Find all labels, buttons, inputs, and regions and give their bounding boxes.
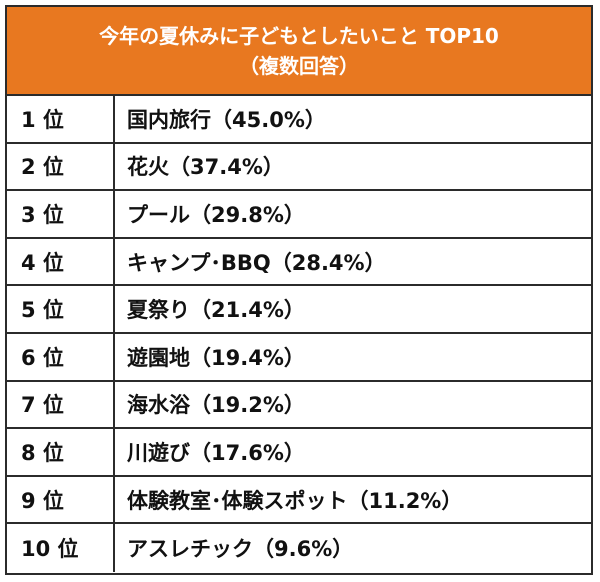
table-row: 1 位 国内旅行（45.0%） (7, 96, 591, 144)
item-cell: 海水浴（19.2%） (127, 393, 305, 418)
table-row: 4 位 キャンプ･BBQ（28.4%） (7, 238, 591, 287)
item-cell: 体験教室･体験スポット（11.2%） (127, 488, 463, 513)
item-cell: 川遊び（17.6%） (127, 440, 305, 465)
rank-cell: 6 位 (7, 333, 115, 380)
item-cell: 遊園地（19.4%） (127, 345, 305, 370)
table-row: 8 位 川遊び（17.6%） (7, 429, 591, 477)
table-row: 3 位 プール（29.8%） (7, 191, 591, 239)
rank-cell: 4 位 (7, 238, 115, 285)
table-row: 10 位 アスレチック（9.6%） (7, 524, 591, 572)
item-cell: キャンプ･BBQ（28.4%） (127, 250, 386, 275)
item-cell: アスレチック（9.6%） (127, 537, 354, 562)
rank-cell: 3 位 (7, 191, 115, 237)
table-row: 7 位 海水浴（19.2%） (7, 381, 591, 430)
table-row: 6 位 遊園地（19.4%） (7, 333, 591, 382)
rank-cell: 9 位 (7, 476, 115, 523)
rank-cell: 10 位 (7, 524, 115, 572)
item-cell: 夏祭り（21.4%） (127, 298, 305, 323)
item-cell: プール（29.8%） (127, 202, 305, 227)
table-row: 2 位 花火（37.4%） (7, 143, 591, 192)
rank-cell: 5 位 (7, 286, 115, 332)
rank-cell: 2 位 (7, 143, 115, 190)
table-row: 5 位 夏祭り（21.4%） (7, 286, 591, 334)
item-cell: 花火（37.4%） (127, 155, 284, 180)
rank-cell: 7 位 (7, 381, 115, 428)
item-cell: 国内旅行（45.0%） (127, 107, 326, 132)
table-header: 今年の夏休みに子どもとしたいこと TOP10 （複数回答） (7, 7, 591, 96)
ranking-table: 今年の夏休みに子どもとしたいこと TOP10 （複数回答） 1 位 国内旅行（4… (5, 5, 593, 575)
rank-cell: 1 位 (7, 96, 115, 142)
table-title: 今年の夏休みに子どもとしたいこと TOP10 (99, 23, 499, 48)
rank-cell: 8 位 (7, 429, 115, 475)
table-subtitle: （複数回答） (239, 53, 359, 78)
table-row: 9 位 体験教室･体験スポット（11.2%） (7, 476, 591, 525)
